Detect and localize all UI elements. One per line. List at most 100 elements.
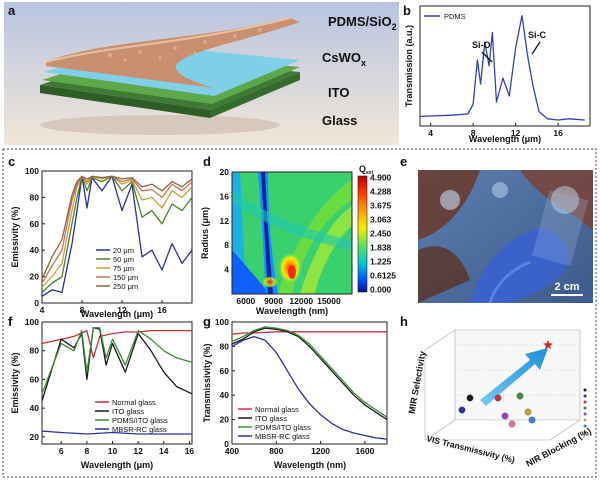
panel-label-e: e xyxy=(400,154,407,169)
y-tick-label: 100 xyxy=(25,317,39,327)
panel-label-b: b xyxy=(403,3,411,18)
y-tick-label: 0 xyxy=(224,439,229,449)
colorbar-tick-label: 4.900 xyxy=(370,173,392,183)
x-tick-label: 8 xyxy=(85,446,90,456)
series-line-normal-glass xyxy=(231,331,387,335)
y-axis-title-f: Emissivity (%) xyxy=(10,352,20,413)
x-tick-label: 1200 xyxy=(311,446,330,456)
photo-foliage xyxy=(418,170,593,303)
series-line-pdms-ito-glass xyxy=(41,327,193,395)
scatter-point xyxy=(458,406,466,414)
colorbar-tick-label: 3.675 xyxy=(370,201,392,211)
colorbar-tick-label: 3.063 xyxy=(370,215,392,225)
panel-d: d Qext 4.900 4.288 3.675 3.063 2.450 1.838 1.2… xyxy=(200,154,396,316)
panel-e: e 2 cm xyxy=(400,154,593,304)
x-tick-label: 8 xyxy=(471,128,476,138)
layer-label-ito: ITO xyxy=(328,85,349,100)
star-marker xyxy=(543,340,553,349)
x-tick-label: 15000 xyxy=(317,296,341,306)
colorbar xyxy=(357,175,368,293)
y-tick-label: 60 xyxy=(30,374,40,384)
x-tick-label: 800 xyxy=(269,446,283,456)
annotation-arrow-si-o xyxy=(481,51,493,63)
legend-label-mbsr-rc-glass: MBSR-RC glass xyxy=(255,432,310,441)
x-axis-title-h: VIS Transmissivity (%) xyxy=(426,433,517,465)
legend-marker xyxy=(583,406,587,410)
x-tick-label: 12 xyxy=(117,305,127,315)
panel-h: h MIR Selectivity VIS Transmissivity (%)… xyxy=(400,314,593,469)
legend-label-mbsr-rc-glass: MBSR-RC glass xyxy=(112,425,167,434)
y-axis-title-b: Transmission (a.u.) xyxy=(404,25,414,107)
y-axis-title-d: Radius (μm) xyxy=(200,207,210,259)
y-tick-label: 20 xyxy=(30,272,40,282)
annotation-arrow-si-c xyxy=(531,41,541,55)
x-tick-label: 1600 xyxy=(355,446,374,456)
y-tick-label: 8 xyxy=(224,240,229,250)
x-tick-label: 12 xyxy=(133,446,143,456)
y-tick-label: 100 xyxy=(25,166,39,176)
colorbar-tick-label: 4.288 xyxy=(370,187,392,197)
panel-label-h: h xyxy=(400,314,408,329)
y-tick-label: 12 xyxy=(220,216,230,226)
colorbar-tick-label: 0.000 xyxy=(370,285,392,295)
y-tick-label: 80 xyxy=(30,346,40,356)
y-tick-label: 60 xyxy=(220,366,230,376)
y-tick-label: 60 xyxy=(30,219,40,229)
x-tick-label: 8 xyxy=(80,305,85,315)
colorbar-tick-label: 1.838 xyxy=(370,243,392,253)
legend-label-ito-glass: ITO glass xyxy=(255,414,287,423)
y-tick-label: 20 xyxy=(220,415,230,425)
particles xyxy=(108,28,262,62)
scatter-point xyxy=(528,416,536,424)
film-highlight xyxy=(45,17,291,63)
lower-frame xyxy=(2,148,597,478)
x-tick-label: 400 xyxy=(225,446,239,456)
shadow xyxy=(40,115,280,135)
series-line-pdms-ito-glass xyxy=(231,326,388,418)
colorbar-tick-label: 1.225 xyxy=(370,257,392,267)
panel-label-c: c xyxy=(8,154,15,169)
scale-bar-label: 2 cm xyxy=(554,281,579,293)
y-tick-label: 40 xyxy=(220,390,230,400)
glove-hand xyxy=(470,228,569,303)
x-tick-label: 12 xyxy=(511,128,521,138)
annotation-si-o: Si-O xyxy=(472,40,491,50)
x-tick-label: 4 xyxy=(40,305,45,315)
legend-label-pdms-ito-glass: PDMS/ITO glass xyxy=(112,416,168,425)
x-axis-title-f: Wavelength (μm) xyxy=(81,460,153,470)
scatter-point xyxy=(508,420,516,428)
layer-label-cswox: CsWOx xyxy=(322,50,366,68)
z-axis-title-h: NIR Blocking (%) xyxy=(524,426,593,469)
x-tick-label: 16 xyxy=(553,128,563,138)
x-tick-label: 6 xyxy=(59,446,64,456)
legend-marker xyxy=(583,418,587,422)
trend-arrow xyxy=(480,348,548,406)
x-axis-title-g: Wavelength (nm) xyxy=(274,460,346,470)
legend-label-20-m: 20 μm xyxy=(113,246,134,255)
y-axis-title-h: MIR Selectivity xyxy=(407,350,428,414)
heatmap-frame xyxy=(231,171,353,295)
scatter-point xyxy=(516,392,524,400)
series-line-mbsr-rc-glass xyxy=(41,430,192,435)
panel-label-a: a xyxy=(8,3,16,18)
panel-label-f: f xyxy=(8,314,13,329)
x-tick-label: 14 xyxy=(159,446,169,456)
y-tick-label: 20 xyxy=(30,432,40,442)
series-line-20-m xyxy=(41,175,193,297)
y-tick-label: 80 xyxy=(220,341,230,351)
legend-label-250-m: 250 μm xyxy=(113,282,138,291)
legend-label-pdms-ito-glass: PDMS/ITO glass xyxy=(255,423,311,432)
series-line-ito-glass xyxy=(231,327,388,421)
series-line-normal-glass xyxy=(41,329,192,359)
y-axis-title-g: Transmissivity (%) xyxy=(202,343,212,422)
legend-label-50-m: 50 μm xyxy=(113,255,134,264)
glass-side xyxy=(210,72,300,118)
glass-edge xyxy=(40,85,210,118)
y-tick-label: 40 xyxy=(30,245,40,255)
panel-label-d: d xyxy=(203,154,211,169)
series-line-pdms xyxy=(419,14,585,121)
series-line-mbsr-rc-glass xyxy=(231,335,388,440)
legend-marker xyxy=(583,430,587,434)
x-tick-label: 16 xyxy=(185,446,195,456)
